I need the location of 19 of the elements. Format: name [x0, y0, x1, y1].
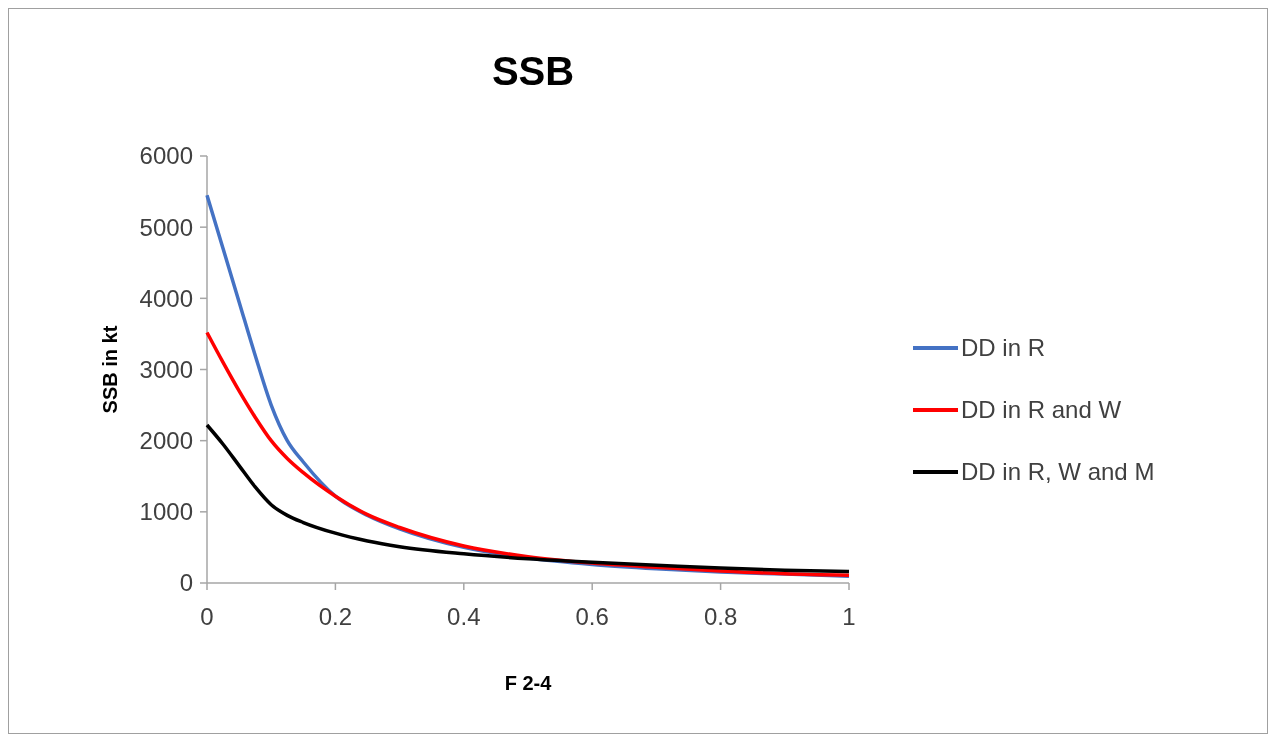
- y-tick-label: 4000: [139, 284, 193, 312]
- x-tick-label: 0.2: [318, 603, 353, 630]
- legend-label: DD in R and W: [961, 396, 1122, 424]
- y-tick-label: 2000: [139, 427, 193, 455]
- y-tick-label: 0: [179, 569, 193, 597]
- chart-title: SSB: [491, 49, 575, 93]
- legend-label: DD in R, W and M: [961, 458, 1155, 486]
- y-tick-label: 6000: [139, 142, 193, 170]
- x-tick-label: 1: [842, 603, 856, 630]
- y-axis-title: SSB in kt: [99, 325, 121, 414]
- x-tick-label: 0.4: [447, 603, 481, 630]
- y-tick-label: 5000: [139, 213, 193, 241]
- x-axis-title: F 2-4: [504, 672, 553, 694]
- legend-label: DD in R: [961, 334, 1046, 362]
- y-tick-label: 3000: [139, 355, 193, 383]
- y-tick-label: 1000: [139, 498, 193, 526]
- x-tick-label: 0.6: [575, 603, 609, 630]
- x-tick-label: 0: [200, 603, 214, 630]
- x-tick-label: 0.8: [703, 603, 738, 630]
